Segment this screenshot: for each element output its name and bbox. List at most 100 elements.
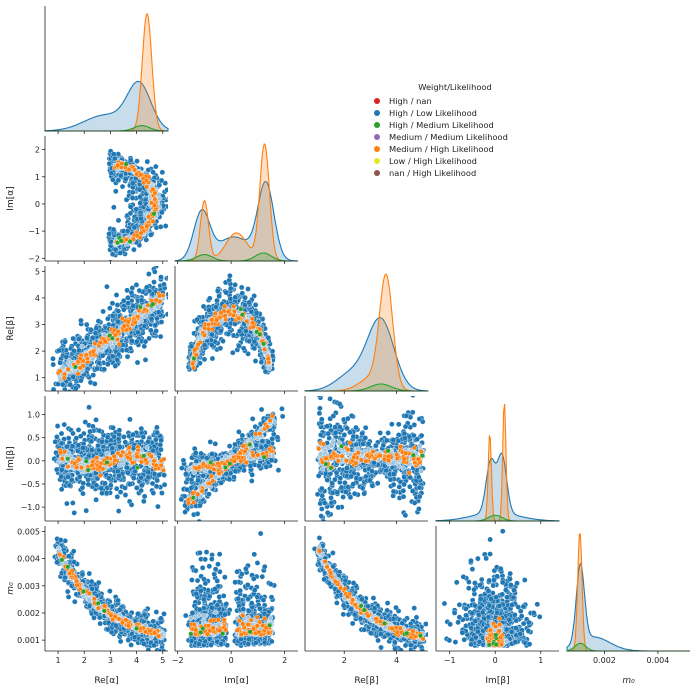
scatter-point-blue [58, 430, 65, 437]
scatter-point-orange [161, 456, 167, 462]
scatter-point-blue [113, 292, 120, 298]
scatter-point-blue [231, 474, 237, 480]
scatter-point-blue [122, 485, 128, 491]
scatter-panel-2-0 [50, 266, 168, 399]
scatter-point-orange [157, 293, 163, 299]
scatter-point-blue [113, 485, 120, 492]
scatter-point-orange [195, 342, 201, 347]
scatter-point-blue [114, 493, 121, 500]
scatter-point-blue [236, 328, 243, 334]
scatter-point-blue [201, 356, 208, 363]
scatter-point-blue [115, 318, 121, 325]
scatter-point-orange [59, 456, 65, 462]
scatter-point-blue [227, 285, 234, 292]
scatter-point-blue [154, 315, 160, 322]
scatter-point-blue [93, 496, 99, 503]
scatter-point-orange [160, 467, 166, 473]
scatter-point-orange [72, 460, 78, 466]
scatter-point-blue [127, 210, 134, 217]
scatter-point-blue [93, 325, 100, 331]
scatter-point-blue [138, 487, 144, 494]
scatter-point-blue [153, 483, 160, 490]
scatter-point-blue [146, 335, 152, 342]
scatter-point-blue [140, 434, 147, 440]
scatter-point-blue [149, 480, 156, 487]
scatter-point-blue [161, 472, 167, 478]
scatter-point-orange [65, 366, 71, 372]
scatter-point-orange [119, 315, 125, 321]
scatter-point-blue [122, 492, 129, 498]
scatter-point-blue [68, 477, 75, 483]
scatter-point-blue [124, 228, 131, 234]
scatter-point-blue [114, 357, 121, 363]
scatter-point-blue [110, 151, 117, 157]
scatter-point-blue [98, 485, 105, 492]
scatter-point-blue [78, 394, 83, 399]
scatter-point-blue [151, 279, 157, 285]
scatter-point-blue [155, 309, 162, 316]
scatter-point-green [83, 458, 89, 464]
scatter-point-blue [252, 302, 259, 308]
scatter-point-blue [105, 475, 112, 481]
scatter-point-blue [110, 425, 116, 431]
scatter-point-blue [127, 481, 133, 487]
scatter-point-blue [137, 194, 143, 200]
scatter-point-blue [123, 196, 130, 203]
scatter-point-blue [109, 353, 116, 360]
scatter-point-blue [76, 474, 83, 480]
scatter-point-blue [153, 436, 159, 443]
scatter-point-blue [158, 177, 165, 184]
scatter-point-blue [125, 469, 131, 476]
scatter-point-blue [180, 457, 187, 464]
scatter-point-green [123, 161, 129, 167]
y-tick-label: 1 [35, 374, 40, 383]
scatter-point-blue [50, 361, 56, 368]
scatter-point-blue [109, 313, 116, 319]
scatter-point-blue [64, 393, 69, 398]
scatter-point-blue [92, 381, 98, 387]
scatter-point-blue [213, 304, 219, 310]
scatter-point-blue [209, 331, 215, 338]
scatter-point-blue [150, 490, 157, 496]
scatter-point-blue [70, 430, 76, 437]
scatter-point-blue [249, 472, 255, 478]
scatter-point-blue [61, 392, 66, 397]
y-tick-label: 0.5 [27, 434, 40, 443]
scatter-point-orange [222, 303, 228, 309]
scatter-point-blue [143, 284, 150, 291]
scatter-point-blue [137, 200, 143, 206]
scatter-point-orange [265, 356, 271, 362]
scatter-point-orange [222, 313, 228, 319]
scatter-point-blue [188, 343, 195, 350]
scatter-point-orange [191, 365, 197, 371]
scatter-point-core [212, 474, 219, 480]
scatter-point-blue [158, 437, 164, 444]
scatter-point-blue [174, 199, 179, 204]
scatter-point-blue [225, 331, 232, 337]
scatter-point-orange [132, 319, 138, 325]
scatter-point-blue [148, 327, 154, 334]
scatter-point-blue [131, 224, 138, 231]
scatter-point-blue [130, 431, 136, 438]
scatter-point-blue [56, 347, 62, 354]
scatter-point-orange [112, 332, 118, 338]
scatter-point-orange [121, 323, 127, 329]
scatter-point-orange [231, 303, 237, 309]
scatter-point-blue [207, 295, 213, 302]
scatter-point-orange [244, 318, 250, 324]
scatter-point-green [127, 239, 133, 244]
scatter-point-green [239, 312, 245, 318]
scatter-point-blue [102, 480, 108, 487]
scatter-point-orange [214, 317, 220, 323]
scatter-point-blue [232, 294, 238, 301]
scatter-point-blue [99, 352, 106, 359]
scatter-point-blue [110, 176, 116, 183]
scatter-point-core [60, 364, 67, 370]
scatter-point-blue [58, 440, 65, 447]
scatter-point-blue [130, 303, 137, 309]
scatter-point-blue [248, 309, 255, 315]
scatter-point-orange [134, 171, 140, 177]
scatter-point-blue [152, 269, 158, 275]
scatter-point-blue [107, 305, 113, 311]
